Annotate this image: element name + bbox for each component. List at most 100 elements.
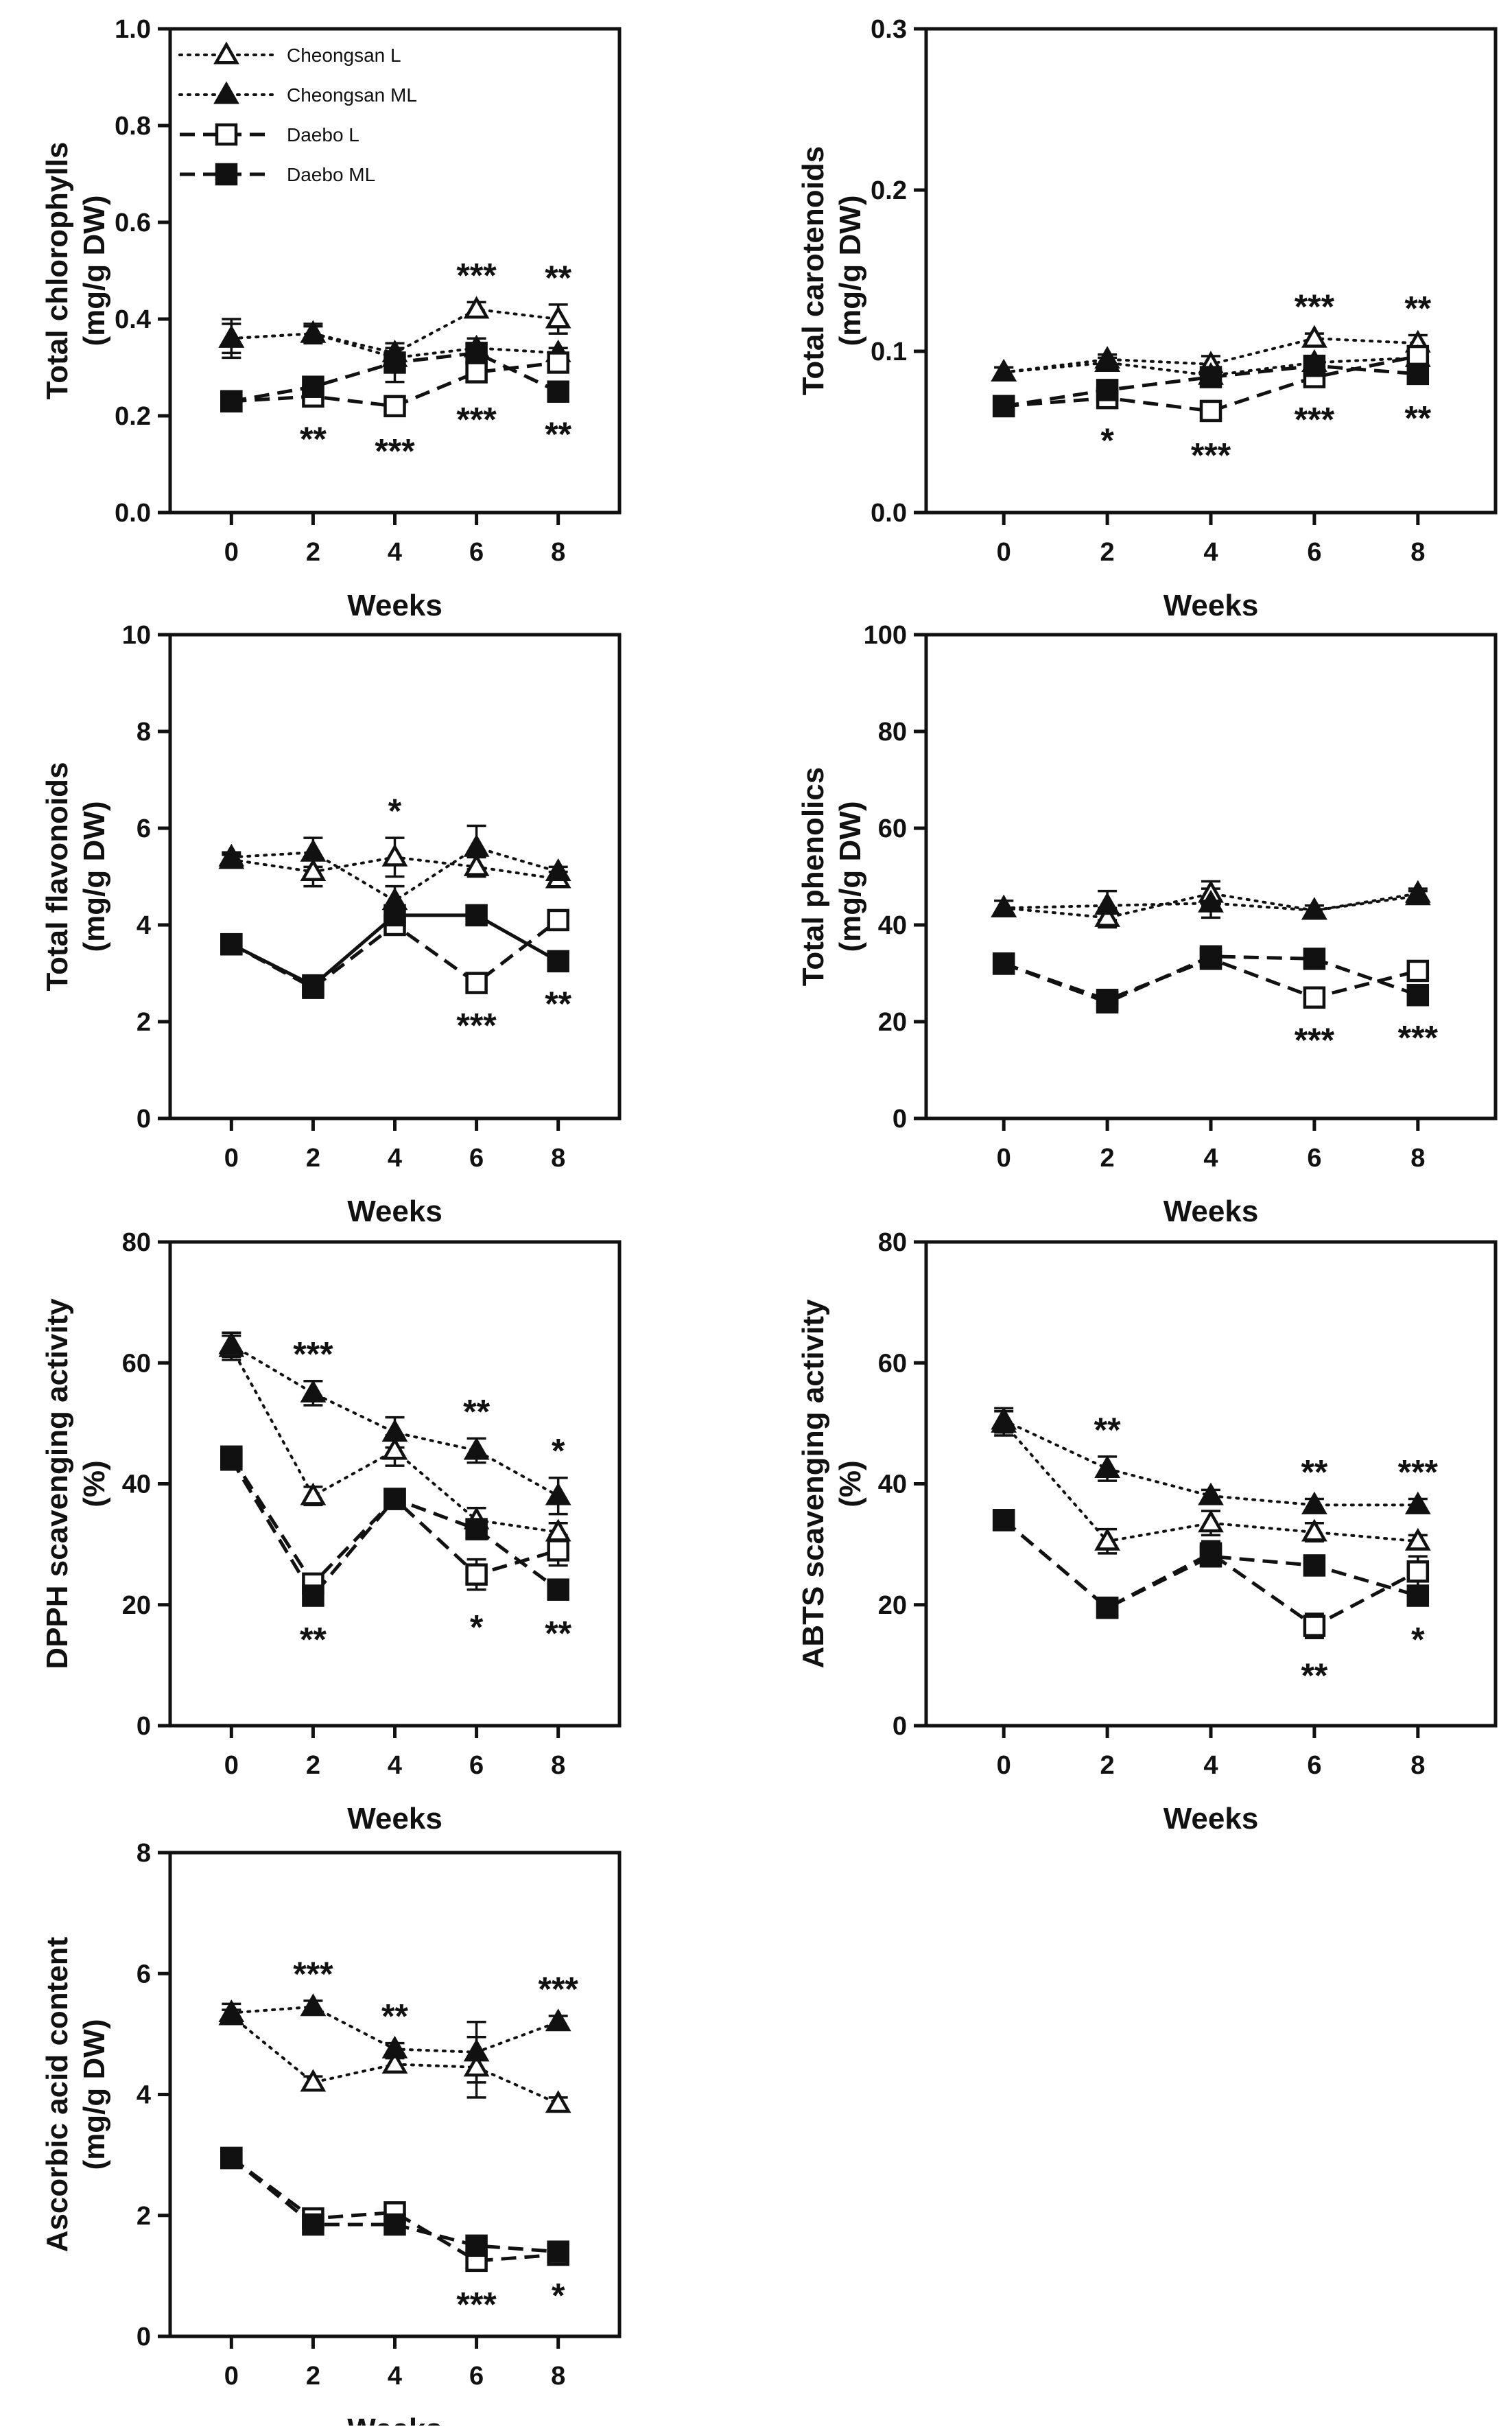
y-axis-label-line: ABTS scavenging activity	[796, 1299, 830, 1668]
x-tick-label: 2	[1100, 538, 1115, 567]
data-point-cheongsan-ml	[1404, 1491, 1431, 1514]
data-point-cheongsan-l	[1404, 1527, 1431, 1551]
y-tick-label: 20	[878, 1008, 907, 1037]
legend-marker	[213, 81, 239, 104]
y-tick-label: 0	[137, 1105, 151, 1134]
x-tick-label: 8	[551, 538, 565, 567]
x-tick-label: 0	[997, 1144, 1011, 1173]
data-point-daebo-l	[1406, 1560, 1430, 1583]
legend-label: Daebo ML	[287, 164, 375, 185]
y-tick-label: 40	[122, 1470, 151, 1499]
significance-label: ***	[1295, 288, 1335, 326]
y-tick-label: 80	[878, 718, 907, 747]
y-tick-label: 0.4	[115, 305, 151, 334]
data-point-daebo-l	[465, 1563, 488, 1586]
significance-label: *	[388, 792, 402, 830]
x-tick-label: 2	[1100, 1144, 1115, 1173]
y-axis-label-line: DPPH scavenging activity	[40, 1298, 74, 1669]
y-axis-label: Ascorbic acid content (mg/g DW)	[40, 1936, 111, 2252]
y-axis-label: DPPH scavenging activity (%)	[40, 1298, 111, 1669]
data-point-cheongsan-ml	[300, 1379, 327, 1403]
data-point-daebo-ml	[547, 380, 569, 403]
significance-label: **	[381, 1997, 408, 2036]
chart-panel-3: 0 2 4 6 8 10 0 2 4 6 8 Weeks Total flavonoids (mg/g D…	[40, 621, 622, 1228]
significance-label: ***	[456, 2286, 497, 2324]
data-point-daebo-ml	[465, 342, 488, 364]
y-axis-label: ABTS scavenging activity (%)	[796, 1299, 867, 1668]
y-tick-label: 60	[122, 1349, 151, 1378]
significance-label: ***	[375, 432, 415, 470]
data-point-daebo-ml	[992, 395, 1015, 418]
data-point-daebo-l	[1406, 959, 1430, 983]
y-tick-label: 0	[137, 2323, 151, 2351]
data-point-daebo-ml	[1199, 945, 1222, 968]
y-tick-label: 0	[137, 1712, 151, 1741]
data-point-cheongsan-ml	[381, 2035, 408, 2058]
series-line-daebo-ml	[230, 1458, 560, 1599]
x-tick-label: 6	[1307, 1144, 1321, 1173]
significance-label: ***	[293, 1335, 333, 1374]
x-tick-label: 6	[469, 1144, 484, 1173]
x-axis-label: Weeks	[347, 589, 442, 622]
plot-frame	[168, 1240, 622, 1728]
y-tick-label: 60	[878, 1349, 907, 1378]
data-point-cheongsan-ml	[1094, 349, 1120, 372]
data-point-cheongsan-l	[381, 1437, 408, 1460]
x-tick-label: 2	[306, 1751, 320, 1780]
data-point-daebo-ml	[1096, 379, 1119, 401]
y-axis-label-line: (mg/g DW)	[834, 196, 867, 347]
significance-label: **	[300, 1620, 327, 1658]
x-tick-label: 8	[551, 1751, 565, 1780]
data-point-daebo-ml	[465, 904, 488, 927]
y-axis-label-line: (mg/g DW)	[78, 2019, 111, 2170]
x-tick-label: 0	[997, 1751, 1011, 1780]
significance-label: **	[545, 1615, 571, 1653]
x-tick-label: 0	[224, 2362, 239, 2391]
data-point-daebo-ml	[383, 904, 406, 927]
y-axis-label-line: Total carotenoids	[796, 146, 830, 395]
data-point-cheongsan-l	[1094, 904, 1120, 927]
data-point-cheongsan-l	[463, 853, 490, 876]
significance-label: ***	[456, 401, 497, 439]
legend-marker	[215, 163, 238, 186]
x-tick-label: 4	[388, 2362, 402, 2391]
y-tick-label: 8	[137, 1839, 151, 1868]
chart-panel-1: 0.0 0.2 0.4 0.6 0.8 1.0 0 2 4 6 8 Weeks Total chloro…	[40, 15, 622, 622]
y-tick-label: 4	[137, 911, 151, 940]
data-point-cheongsan-ml	[991, 894, 1017, 917]
data-point-cheongsan-l	[1301, 1518, 1327, 1542]
y-tick-label: 0.8	[115, 112, 151, 141]
data-point-daebo-ml	[1096, 1596, 1119, 1619]
data-point-daebo-ml	[465, 2234, 488, 2257]
data-point-daebo-ml	[220, 2146, 243, 2170]
x-tick-label: 2	[1100, 1751, 1115, 1780]
y-tick-label: 80	[122, 1228, 151, 1257]
x-tick-label: 0	[224, 1751, 239, 1780]
x-tick-label: 4	[388, 538, 402, 567]
significance-label: **	[1404, 290, 1431, 328]
data-point-daebo-ml	[302, 1584, 324, 1607]
data-point-cheongsan-ml	[1094, 1455, 1120, 1478]
data-point-daebo-ml	[1406, 362, 1430, 386]
y-tick-label: 0.0	[871, 499, 907, 528]
significance-label: ***	[456, 256, 497, 294]
x-tick-label: 8	[1410, 1751, 1425, 1780]
y-tick-label: 0.2	[115, 402, 151, 431]
y-tick-label: 1.0	[115, 15, 151, 44]
x-tick-label: 4	[1203, 538, 1218, 567]
data-point-cheongsan-ml	[463, 2039, 490, 2062]
x-tick-label: 4	[1203, 1144, 1218, 1173]
y-tick-label: 0.0	[115, 499, 151, 528]
x-tick-label: 0	[224, 538, 239, 567]
x-tick-label: 6	[1307, 1751, 1321, 1780]
x-tick-label: 8	[1410, 538, 1425, 567]
legend-marker	[213, 41, 239, 64]
data-point-daebo-ml	[992, 1509, 1015, 1532]
x-tick-label: 2	[306, 1144, 320, 1173]
x-tick-label: 4	[388, 1751, 402, 1780]
data-point-daebo-ml	[383, 2213, 406, 2236]
significance-label: *	[552, 1432, 565, 1470]
y-axis-label: Total chlorophylls (mg/g DW)	[40, 142, 111, 400]
data-point-cheongsan-ml	[1094, 892, 1120, 915]
